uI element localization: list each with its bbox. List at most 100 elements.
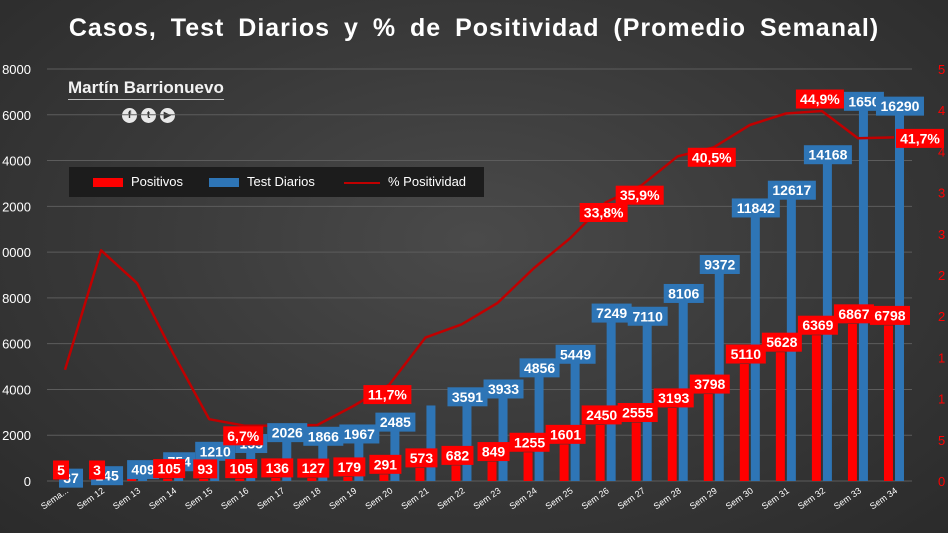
y-tick-label-right: 3 (938, 227, 945, 242)
bar-positivos (739, 364, 749, 481)
y-tick-label-left: 6000 (2, 108, 31, 123)
bar-test-diarios (678, 295, 688, 481)
data-label-positivos-bg (369, 454, 402, 474)
data-label-positivos: 291 (374, 456, 398, 472)
legend-swatch-positividad (344, 181, 380, 184)
data-label-test-diarios-bg (803, 145, 852, 165)
data-label-test-diarios-bg (303, 426, 344, 446)
x-tick-label: Sem 12 (75, 485, 106, 511)
bar-test-diarios (462, 398, 472, 481)
x-tick-label: Sem 14 (147, 485, 178, 511)
bar-test-diarios (426, 405, 436, 481)
data-label-positivos-bg (617, 403, 658, 423)
data-label-test-diarios-bg (767, 180, 816, 200)
y-tick-label-right: 3 (938, 186, 945, 201)
data-label-positivos-bg (441, 445, 474, 465)
data-label-test-diarios-bg (875, 96, 924, 116)
data-label-test-diarios: 12617 (772, 182, 811, 198)
facebook-icon[interactable]: f (122, 108, 137, 123)
y-tick-label-right: 0 (938, 474, 945, 489)
y-tick-label-right: 5 (938, 433, 945, 448)
bar-positivos (847, 323, 857, 481)
data-label-positivos: 2555 (622, 405, 653, 421)
bar-positivos (487, 461, 497, 481)
x-tick-label: Sem 15 (183, 485, 214, 511)
data-label-test-diarios-bg (663, 283, 704, 303)
data-label-test-diarios-bg (731, 198, 780, 218)
y-tick-label-right: 1 (938, 392, 945, 407)
bar-positivos (379, 474, 389, 481)
x-tick-label: Sem 31 (760, 485, 791, 511)
bar-positivos (235, 478, 245, 481)
data-label-positividad-bg (579, 202, 628, 222)
data-label-test-diarios: 11842 (737, 200, 775, 216)
x-tick-label: Sem 25 (544, 485, 575, 511)
data-label-positivos-bg (405, 448, 438, 468)
x-tick-label: Sem 33 (832, 485, 863, 511)
bar-test-diarios (282, 434, 292, 481)
y-tick-label-left: 0 (24, 474, 31, 489)
bar-test-diarios (534, 369, 544, 481)
data-label-test-diarios: 3591 (452, 389, 483, 405)
y-tick-label-left: 8000 (2, 62, 31, 77)
bar-positivos (631, 422, 641, 481)
chart-title: Casos, Test Diarios y % de Positividad (… (68, 14, 880, 42)
data-label-positividad: 44,9% (800, 91, 840, 107)
data-label-positivos-bg (477, 442, 510, 462)
data-label-positividad: 41,7% (900, 130, 940, 146)
data-label-test-diarios: 1967 (344, 426, 375, 442)
y-tick-label-right: 2 (938, 309, 945, 324)
data-label-test-diarios: 5449 (560, 346, 591, 362)
bar-test-diarios (390, 424, 400, 481)
legend-swatch-positivos (93, 178, 123, 188)
y-tick-label-left: 2000 (2, 428, 31, 443)
data-label-test-diarios: 4856 (524, 360, 555, 376)
x-tick-label: Sem 34 (868, 485, 899, 511)
data-label-positividad: 35,9% (620, 187, 660, 203)
x-tick-label: Sem 21 (399, 485, 430, 511)
legend-label-positivos: Positivos (131, 174, 184, 189)
data-label-positivos-bg (869, 305, 910, 325)
data-label-positividad: 40,5% (692, 149, 732, 165)
x-tick-label: Sem 30 (724, 485, 755, 511)
data-label-test-diarios-bg (627, 306, 668, 326)
bar-positivos (667, 407, 677, 481)
y-tick-label-left: 8000 (2, 291, 31, 306)
data-label-positivos: 5628 (766, 334, 797, 350)
data-label-positivos-bg (581, 405, 622, 425)
bar-positivos (811, 335, 821, 481)
y-tick-label-left: 4000 (2, 382, 31, 397)
bar-test-diarios (714, 266, 724, 481)
data-label-positivos-bg (89, 460, 106, 480)
data-label-test-diarios-bg (195, 441, 236, 461)
data-label-test-diarios-bg (375, 412, 416, 432)
data-label-positivos-bg (53, 460, 70, 480)
data-label-test-diarios-bg (519, 358, 560, 378)
legend-item-test-diarios: Test Diarios (209, 174, 315, 189)
youtube-icon[interactable]: ▶ (160, 108, 175, 123)
bar-test-diarios (498, 390, 508, 481)
data-label-positivos: 93 (197, 461, 213, 477)
y-tick-label-right: 1 (938, 350, 945, 365)
x-tick-label: Sema... (39, 485, 70, 511)
legend-item-positivos: Positivos (93, 174, 183, 189)
data-label-positividad-bg (795, 89, 844, 109)
twitter-icon[interactable]: t (141, 108, 156, 123)
x-tick-label: Sem 18 (291, 485, 322, 511)
brand-name: Martín Barrionuevo (68, 78, 224, 100)
bar-positivos (883, 325, 893, 481)
data-label-test-diarios: 3933 (488, 381, 519, 397)
data-label-positivos-bg (297, 458, 330, 478)
data-label-positivos: 5110 (731, 346, 762, 362)
legend-swatch-test-diarios (209, 178, 239, 188)
bar-test-diarios (570, 356, 580, 481)
data-label-positivos: 1601 (550, 426, 581, 442)
x-tick-label: Sem 24 (508, 485, 539, 511)
y-tick-label-left: 4000 (2, 154, 31, 169)
x-tick-label: Sem 23 (472, 485, 503, 511)
data-label-positivos: 849 (482, 444, 506, 460)
data-label-positivos-bg (797, 315, 838, 335)
bar-positivos (595, 424, 605, 481)
bar-test-diarios (894, 108, 904, 481)
